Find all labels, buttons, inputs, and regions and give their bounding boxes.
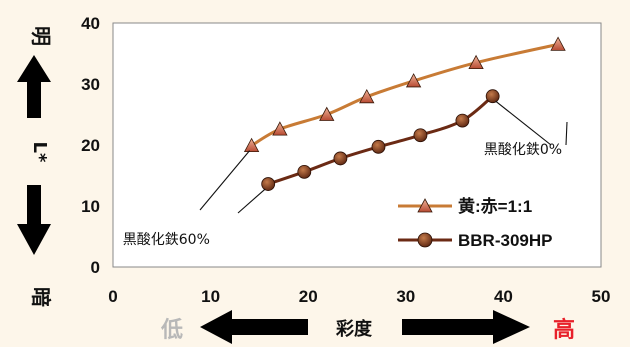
- annotation-leader-1b: [237, 188, 266, 214]
- data-point-circle: [455, 113, 470, 128]
- x-tick-label: 0: [108, 287, 117, 306]
- legend: 黄:赤=1:1 BBR-309HP: [398, 196, 552, 250]
- data-point-triangle: [243, 137, 260, 153]
- x-high-label: 高: [553, 317, 575, 343]
- x-tick-label: 50: [592, 287, 611, 306]
- data-point-circle: [413, 128, 428, 143]
- legend-label-0: 黄:赤=1:1: [458, 196, 532, 216]
- x-low-label: 低: [160, 318, 183, 343]
- data-point-triangle: [359, 88, 375, 104]
- data-point-triangle: [405, 73, 422, 88]
- down-arrow-icon: [17, 185, 51, 255]
- x-tick-label: 10: [201, 287, 220, 306]
- annotation-group: 黒酸化鉄0% 黒酸化鉄60%: [123, 100, 568, 248]
- data-point-triangle: [468, 54, 484, 70]
- annotation-leader-0: [495, 100, 552, 146]
- y-tick-label: 10: [81, 197, 100, 216]
- x-tick-label: 40: [494, 287, 513, 306]
- data-point-triangle: [272, 121, 288, 136]
- legend-marker-0: [417, 198, 433, 213]
- x-tick-labels: 0 10 20 30 40 50: [108, 287, 610, 306]
- y-tick-label: 20: [81, 136, 100, 155]
- x-tick-label: 20: [299, 287, 318, 306]
- y-tick-label: 30: [81, 75, 100, 94]
- right-arrow-icon: [402, 310, 530, 344]
- y-axis-title: L*: [29, 142, 50, 163]
- data-point-circle: [297, 164, 312, 179]
- data-point-circle: [485, 89, 500, 104]
- legend-label-1: BBR-309HP: [458, 231, 552, 250]
- x-axis-title: 彩度: [335, 318, 373, 340]
- y-tick-label: 40: [81, 14, 100, 33]
- data-point-circle: [371, 139, 386, 154]
- y-tick-label: 0: [91, 258, 100, 277]
- legend-marker-1: [417, 232, 433, 248]
- y-tick-labels: 0 10 20 30 40: [81, 14, 100, 277]
- annotation-label: 黒酸化鉄0%: [484, 142, 562, 158]
- annotation-label: 黒酸化鉄60%: [123, 232, 210, 248]
- annotation-leader-0b: [565, 121, 568, 146]
- series-group: [243, 36, 566, 191]
- up-arrow-icon: [17, 55, 51, 118]
- data-point-circle: [333, 151, 348, 166]
- y-top-label: 明: [29, 26, 53, 46]
- x-tick-label: 30: [396, 287, 415, 306]
- plot-area: [112, 22, 602, 268]
- data-point-triangle: [319, 106, 335, 121]
- left-arrow-icon: [200, 310, 308, 344]
- data-point-circle: [261, 177, 276, 191]
- annotation-leader-1: [199, 150, 251, 211]
- y-bottom-label: 暗: [29, 287, 53, 307]
- data-point-triangle: [550, 36, 566, 51]
